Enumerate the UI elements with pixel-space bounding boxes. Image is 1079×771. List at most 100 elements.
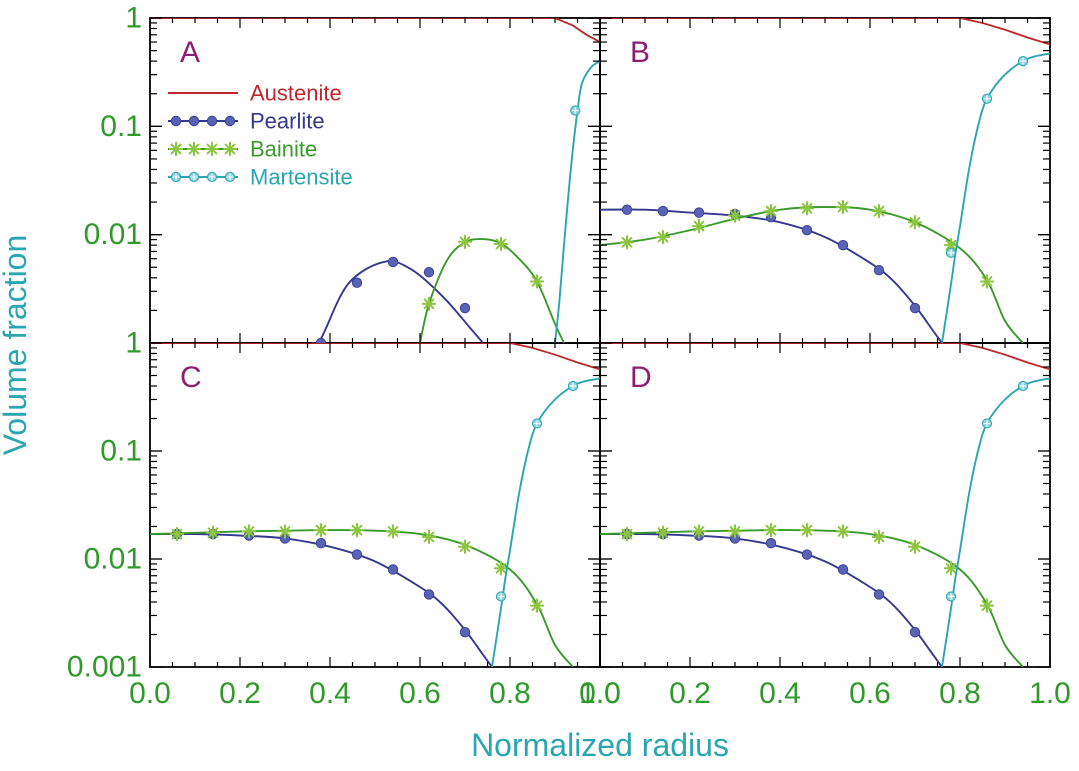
legend-marker: [224, 115, 236, 127]
panel-label-b: B: [630, 36, 650, 69]
legend-marker: [188, 171, 200, 183]
x-axis-title: Normalized radius: [471, 727, 729, 763]
panel-b-martensite-point: [981, 93, 993, 104]
panel-a-martensite-point: [570, 105, 581, 116]
panel-a-austenite-line: [150, 18, 600, 43]
panel-label-d: D: [630, 361, 652, 394]
panel-b-bainite-point: [907, 215, 923, 230]
legend-marker: [204, 141, 220, 157]
legend-label: Pearlite: [250, 109, 325, 134]
legend-entry-austenite: Austenite: [168, 81, 342, 106]
x-tick-label: 0.2: [219, 677, 261, 710]
panel-c-pearlite-point: [387, 564, 399, 575]
panel-c-pearlite-line: [150, 533, 493, 667]
panel-c-bainite-point: [241, 524, 257, 539]
panel-b-pearlite-point: [837, 239, 849, 251]
panel-d-bainite-point: [835, 524, 851, 539]
panel-c-bainite-point: [349, 522, 365, 538]
panel-c-bainite-point: [457, 539, 473, 554]
panel-a-martensite-line: [554, 60, 600, 343]
panel-b-series: [600, 18, 1050, 343]
panel-d-martensite-point: [945, 591, 957, 602]
panel-c-pearlite-point: [315, 538, 327, 549]
panel-frame-d: [599, 342, 1051, 668]
panel-b-bainite-point: [727, 208, 743, 223]
panel-c-bainite-point: [493, 561, 509, 576]
panel-c-martensite-point: [495, 591, 507, 602]
panel-d-martensite-point: [1017, 380, 1029, 392]
x-tick-label: 0.4: [759, 677, 801, 710]
panel-b-bainite-point: [799, 201, 815, 216]
legend-entry-martensite: Martensite: [168, 165, 353, 190]
legend-marker: [206, 115, 218, 127]
panel-c-bainite-point: [205, 525, 221, 540]
panel-d-austenite-line: [600, 343, 1050, 371]
panel-d-pearlite-line: [600, 533, 943, 667]
panel-d-bainite-point: [979, 598, 995, 613]
panel-c-pearlite-point: [351, 549, 363, 560]
panel-a-bainite-point: [529, 274, 545, 289]
panel-d-bainite-point: [871, 529, 887, 545]
y-tick-label: 0.001: [67, 651, 142, 684]
panel-a-bainite-line: [419, 238, 565, 343]
legend-label: Bainite: [250, 137, 317, 162]
panel-c-bainite-point: [421, 529, 437, 545]
legend-entry-bainite: Bainite: [168, 137, 317, 162]
y-axis-title: Volume fraction: [0, 235, 33, 456]
legend-marker: [188, 115, 200, 127]
legend-marker: [186, 141, 202, 157]
panel-b-bainite-point: [655, 229, 671, 245]
y-tick-label: 0.01: [84, 543, 142, 576]
panel-d-bainite-point: [763, 522, 779, 538]
panel-d-series: [600, 343, 1050, 667]
panel-b-bainite-point: [871, 203, 887, 219]
panel-d-martensite-line: [941, 377, 1050, 667]
panel-frame-a: [149, 17, 601, 344]
y-tick-label: 1: [125, 327, 142, 360]
x-tick-label: 0.8: [939, 677, 981, 710]
panel-b-pearlite-point: [909, 302, 921, 314]
y-tick-label: 0.1: [100, 435, 142, 468]
panel-d-pearlite-point: [765, 538, 777, 549]
panel-d-martensite-point: [981, 418, 993, 429]
panel-c-pearlite-point: [459, 627, 471, 638]
panel-c-martensite-point: [567, 380, 579, 392]
legend-label: Austenite: [250, 81, 342, 106]
panel-c-austenite-line: [150, 343, 600, 371]
panel-d-bainite-point: [619, 526, 635, 542]
panel-a-pearlite-line: [311, 260, 484, 343]
panel-c-series: [150, 343, 600, 667]
panel-b-pearlite-point: [873, 264, 885, 276]
panel-d-pearlite-point: [837, 564, 849, 575]
panel-b-pearlite-point: [621, 204, 633, 215]
panel-c-bainite-point: [529, 598, 545, 613]
panel-b-martensite-point: [1017, 56, 1029, 67]
legend-entry-pearlite: Pearlite: [168, 109, 325, 134]
legend-marker: [224, 171, 236, 183]
panel-frame-c: [149, 342, 601, 668]
panel-c-bainite-point: [313, 522, 329, 538]
panel-frame-b: [599, 17, 1051, 344]
panel-a-pearlite-point: [387, 256, 399, 268]
x-tick-label: 0.6: [849, 677, 891, 710]
panel-b-bainite-point: [691, 218, 707, 234]
y-tick-label: 0.1: [100, 110, 142, 143]
legend: Austenite Pearlite Bainite Martensite: [168, 81, 353, 190]
panel-b-pearlite-point: [657, 205, 669, 217]
panel-d-pearlite-point: [801, 549, 813, 560]
panel-d-bainite-point: [727, 524, 743, 539]
panel-b-austenite-line: [600, 18, 1050, 46]
legend-marker: [222, 141, 238, 157]
panel-c-pearlite-point: [423, 589, 435, 600]
x-tick-label: 0.6: [399, 677, 441, 710]
panel-a-series: [150, 18, 600, 343]
y-tick-label: 0.01: [84, 218, 142, 251]
panel-c-martensite-line: [491, 377, 600, 667]
panel-b-bainite-point: [943, 237, 959, 253]
legend-marker: [168, 141, 184, 157]
panel-c-bainite-point: [277, 524, 293, 539]
x-tick-label: 0.0: [579, 677, 621, 710]
x-tick-label: 0.0: [129, 677, 171, 710]
x-tick-label: 0.4: [309, 677, 351, 710]
